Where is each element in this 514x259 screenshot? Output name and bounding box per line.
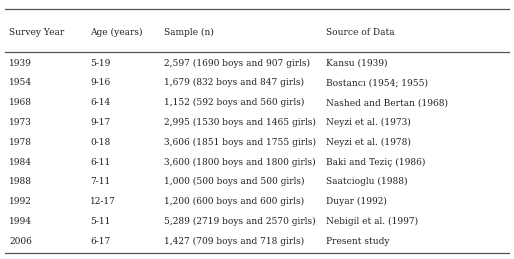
- Text: Neyzi et al. (1978): Neyzi et al. (1978): [326, 138, 411, 147]
- Text: 1968: 1968: [9, 98, 32, 107]
- Text: 1,679 (832 boys and 847 girls): 1,679 (832 boys and 847 girls): [164, 78, 304, 87]
- Text: 2,597 (1690 boys and 907 girls): 2,597 (1690 boys and 907 girls): [164, 59, 310, 68]
- Text: 2,995 (1530 boys and 1465 girls): 2,995 (1530 boys and 1465 girls): [164, 118, 316, 127]
- Text: Nashed and Bertan (1968): Nashed and Bertan (1968): [326, 98, 448, 107]
- Text: 7-11: 7-11: [90, 177, 110, 186]
- Text: 0-18: 0-18: [90, 138, 110, 147]
- Text: Bostancı (1954; 1955): Bostancı (1954; 1955): [326, 78, 428, 87]
- Text: Nebigil et al. (1997): Nebigil et al. (1997): [326, 217, 418, 226]
- Text: 1988: 1988: [9, 177, 32, 186]
- Text: 1939: 1939: [9, 59, 32, 68]
- Text: 1984: 1984: [9, 157, 32, 167]
- Text: Present study: Present study: [326, 237, 390, 246]
- Text: 1973: 1973: [9, 118, 32, 127]
- Text: Source of Data: Source of Data: [326, 28, 395, 37]
- Text: Age (years): Age (years): [90, 28, 142, 37]
- Text: 6-11: 6-11: [90, 157, 110, 167]
- Text: 3,606 (1851 boys and 1755 girls): 3,606 (1851 boys and 1755 girls): [164, 138, 317, 147]
- Text: 1,000 (500 boys and 500 girls): 1,000 (500 boys and 500 girls): [164, 177, 305, 186]
- Text: 6-17: 6-17: [90, 237, 110, 246]
- Text: 1978: 1978: [9, 138, 32, 147]
- Text: 12-17: 12-17: [90, 197, 116, 206]
- Text: 1954: 1954: [9, 78, 32, 87]
- Text: Survey Year: Survey Year: [9, 28, 64, 37]
- Text: 5-11: 5-11: [90, 217, 111, 226]
- Text: Neyzi et al. (1973): Neyzi et al. (1973): [326, 118, 411, 127]
- Text: 1,152 (592 boys and 560 girls): 1,152 (592 boys and 560 girls): [164, 98, 305, 107]
- Text: Baki and Teziç (1986): Baki and Teziç (1986): [326, 157, 426, 167]
- Text: 3,600 (1800 boys and 1800 girls): 3,600 (1800 boys and 1800 girls): [164, 157, 316, 167]
- Text: 9-16: 9-16: [90, 78, 110, 87]
- Text: 5,289 (2719 boys and 2570 girls): 5,289 (2719 boys and 2570 girls): [164, 217, 316, 226]
- Text: 1,200 (600 boys and 600 girls): 1,200 (600 boys and 600 girls): [164, 197, 305, 206]
- Text: 1994: 1994: [9, 217, 32, 226]
- Text: Sample (n): Sample (n): [164, 28, 214, 37]
- Text: 2006: 2006: [9, 237, 32, 246]
- Text: 1,427 (709 boys and 718 girls): 1,427 (709 boys and 718 girls): [164, 237, 305, 246]
- Text: 9-17: 9-17: [90, 118, 110, 127]
- Text: 5-19: 5-19: [90, 59, 111, 68]
- Text: Duyar (1992): Duyar (1992): [326, 197, 387, 206]
- Text: 6-14: 6-14: [90, 98, 110, 107]
- Text: Kansu (1939): Kansu (1939): [326, 59, 388, 68]
- Text: 1992: 1992: [9, 197, 32, 206]
- Text: Saatcioglu (1988): Saatcioglu (1988): [326, 177, 408, 186]
